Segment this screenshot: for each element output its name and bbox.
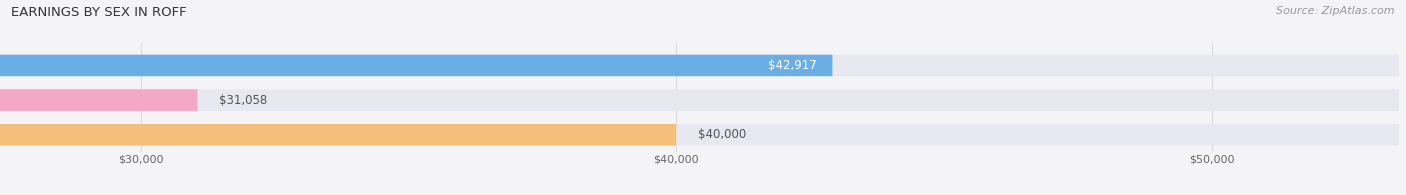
FancyBboxPatch shape: [0, 89, 1399, 111]
FancyBboxPatch shape: [0, 124, 676, 145]
FancyBboxPatch shape: [0, 89, 197, 111]
Text: Source: ZipAtlas.com: Source: ZipAtlas.com: [1277, 6, 1395, 16]
FancyBboxPatch shape: [0, 124, 1399, 145]
Text: $42,917: $42,917: [768, 59, 817, 72]
Text: $31,058: $31,058: [219, 94, 267, 107]
FancyBboxPatch shape: [0, 55, 1399, 76]
Text: EARNINGS BY SEX IN ROFF: EARNINGS BY SEX IN ROFF: [11, 6, 187, 19]
FancyBboxPatch shape: [0, 55, 832, 76]
Text: $40,000: $40,000: [697, 128, 747, 141]
